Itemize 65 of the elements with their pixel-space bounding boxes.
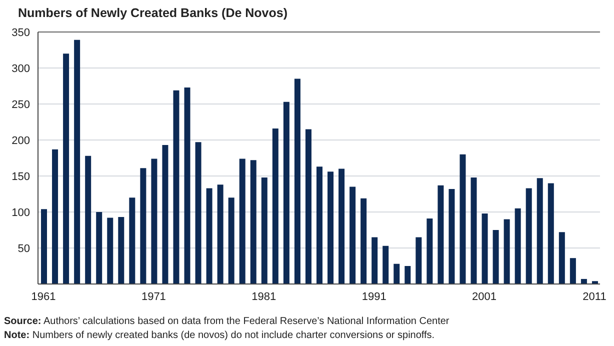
x-tick-label: 1971 bbox=[141, 290, 166, 303]
bar bbox=[416, 237, 422, 284]
x-tick-label: 1961 bbox=[31, 290, 56, 303]
bar bbox=[558, 232, 565, 284]
bar bbox=[118, 217, 124, 284]
bar bbox=[382, 246, 389, 284]
bar bbox=[217, 184, 224, 284]
bar bbox=[52, 149, 58, 284]
bar bbox=[261, 177, 268, 284]
y-tick-label: 300 bbox=[12, 62, 30, 75]
bar bbox=[74, 40, 80, 284]
bar bbox=[41, 209, 47, 284]
bar bbox=[151, 158, 158, 284]
bar bbox=[504, 219, 510, 284]
bar bbox=[536, 178, 543, 284]
x-tick-label: 1991 bbox=[362, 290, 386, 303]
bar bbox=[272, 128, 278, 284]
y-tick-label: 350 bbox=[12, 26, 30, 39]
bar bbox=[195, 142, 202, 284]
bar bbox=[548, 183, 554, 284]
x-tick-label: 2011 bbox=[582, 290, 606, 303]
y-tick-label: 200 bbox=[12, 134, 30, 147]
bar bbox=[305, 129, 312, 284]
bar bbox=[250, 160, 256, 284]
bar bbox=[228, 198, 234, 284]
bar bbox=[448, 188, 455, 284]
bar bbox=[184, 87, 190, 284]
bar bbox=[129, 198, 136, 284]
x-tick-label: 1981 bbox=[252, 290, 276, 303]
y-tick-label: 50 bbox=[18, 242, 30, 255]
bar bbox=[107, 218, 114, 284]
y-tick-label: 250 bbox=[12, 98, 30, 111]
bar bbox=[239, 158, 246, 284]
bar bbox=[294, 78, 300, 284]
bar bbox=[426, 218, 433, 284]
bar bbox=[438, 185, 444, 284]
bar bbox=[173, 90, 180, 284]
bar bbox=[283, 102, 290, 284]
bar bbox=[460, 154, 466, 284]
bar bbox=[96, 212, 102, 284]
bar bbox=[140, 168, 146, 284]
bar bbox=[526, 188, 532, 284]
y-tick-label: 150 bbox=[12, 170, 30, 183]
bar bbox=[470, 177, 477, 284]
bar bbox=[394, 264, 400, 284]
bar bbox=[206, 188, 212, 284]
bar bbox=[570, 258, 576, 284]
chart-title: Numbers of Newly Created Banks (De Novos) bbox=[18, 6, 288, 20]
bar bbox=[85, 156, 92, 284]
bar bbox=[350, 186, 356, 284]
bar bbox=[316, 166, 322, 284]
bar bbox=[328, 172, 334, 284]
bar bbox=[162, 145, 168, 284]
bar bbox=[492, 230, 499, 284]
bar bbox=[338, 168, 345, 284]
x-tick-label: 2001 bbox=[472, 290, 497, 303]
source-note: Source: Authors’ calculations based on data from the Federal Reserve’s National Information Center bbox=[4, 315, 450, 329]
bar bbox=[372, 237, 378, 284]
bar bbox=[404, 266, 411, 284]
y-tick-label: 100 bbox=[12, 206, 30, 219]
bar bbox=[63, 54, 70, 284]
bar bbox=[482, 213, 488, 284]
bar bbox=[360, 198, 367, 284]
text: Note: Numbers of newly created banks (de novos) do not include charter conversions or spinoffs. bbox=[4, 329, 436, 343]
bar bbox=[514, 208, 521, 284]
